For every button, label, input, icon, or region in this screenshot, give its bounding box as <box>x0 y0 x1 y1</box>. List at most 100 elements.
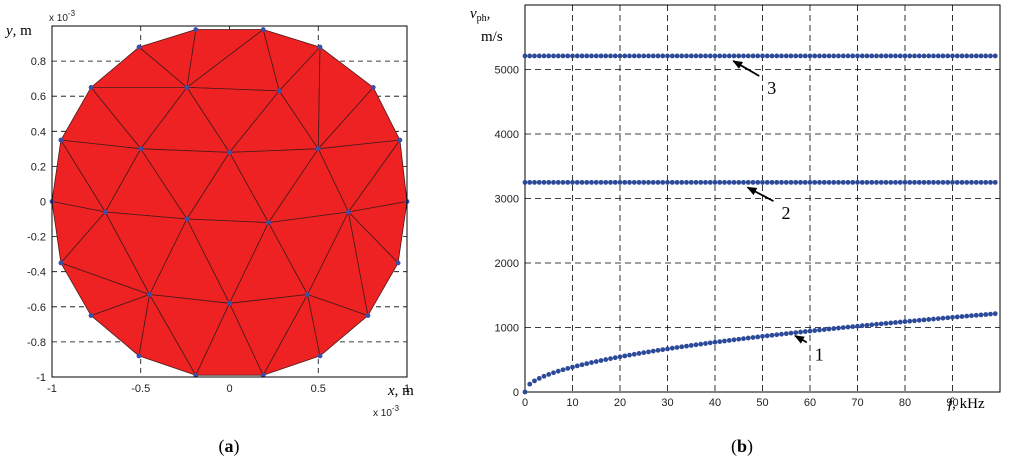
velocity-point <box>912 179 917 185</box>
velocity-point <box>660 347 666 353</box>
mesh-node <box>58 137 64 143</box>
mesh-y-tick-label: 0.6 <box>31 91 46 103</box>
velocity-point <box>893 320 898 325</box>
velocity-point <box>831 53 837 59</box>
velocity-point <box>750 335 756 340</box>
mesh-node <box>193 372 199 378</box>
velocity-point <box>959 53 965 59</box>
velocity-point <box>812 328 818 333</box>
velocity-point <box>893 53 898 59</box>
mesh-triangles <box>51 29 408 376</box>
velocity-series-mode-1 <box>522 311 998 395</box>
mesh-y-tick-label: -0.4 <box>27 267 46 279</box>
velocity-point <box>954 314 960 320</box>
velocity-point <box>646 179 651 185</box>
velocity-x-tick-label: 40 <box>709 397 721 409</box>
velocity-point <box>522 53 528 59</box>
velocity-point <box>845 53 851 59</box>
velocity-point <box>902 53 908 59</box>
velocity-point <box>693 179 699 185</box>
velocity-point <box>665 179 670 185</box>
velocity-point <box>883 320 889 326</box>
mesh-y-tick-label: -1 <box>36 372 46 384</box>
velocity-point <box>622 53 628 59</box>
velocity-point <box>988 311 993 317</box>
velocity-point <box>636 179 642 185</box>
velocity-point <box>532 378 537 384</box>
velocity-point <box>836 179 841 185</box>
velocity-point <box>589 179 594 185</box>
velocity-point <box>973 53 979 59</box>
velocity-point <box>655 53 661 59</box>
velocity-point <box>774 179 780 185</box>
velocity-point <box>536 53 542 59</box>
velocity-point <box>802 53 808 59</box>
velocity-point <box>579 362 585 368</box>
velocity-x-tick-label: 0 <box>522 397 528 409</box>
velocity-point <box>926 179 932 185</box>
velocity-point <box>660 53 666 59</box>
panel-label-a: (a) <box>219 436 240 457</box>
mesh-node <box>88 313 94 318</box>
velocity-point <box>755 53 761 59</box>
velocity-point <box>579 179 585 185</box>
velocity-point <box>631 179 637 185</box>
velocity-point <box>546 53 552 59</box>
velocity-point <box>684 179 689 185</box>
velocity-point <box>674 179 680 185</box>
velocity-point <box>703 179 708 185</box>
velocity-point <box>802 179 808 185</box>
velocity-point <box>745 179 751 185</box>
velocity-point <box>973 312 979 318</box>
velocity-point <box>983 179 989 185</box>
mode-annotations: 1 2 3 <box>732 60 824 364</box>
velocity-point <box>978 179 984 185</box>
velocity-point <box>741 179 746 185</box>
velocity-point <box>570 53 575 59</box>
velocity-point <box>650 179 656 185</box>
velocity-point <box>921 317 927 323</box>
velocity-series <box>522 53 998 395</box>
mesh-node <box>395 260 401 266</box>
velocity-point <box>541 179 547 185</box>
velocity-point <box>707 53 713 59</box>
velocity-point <box>551 53 556 59</box>
velocity-point <box>688 179 694 185</box>
velocity-point <box>940 315 946 321</box>
velocity-point <box>617 354 623 360</box>
velocity-point <box>736 179 742 185</box>
velocity-point <box>532 179 537 185</box>
velocity-point <box>883 179 889 185</box>
mesh-node <box>260 372 266 378</box>
velocity-point <box>764 53 770 59</box>
velocity-point <box>726 53 732 59</box>
velocity-point <box>584 361 590 367</box>
velocity-point <box>931 53 936 59</box>
velocity-point <box>565 53 571 59</box>
velocity-point <box>612 355 618 361</box>
velocity-point <box>589 53 594 59</box>
velocity-point <box>660 179 666 185</box>
velocity-point <box>831 179 837 185</box>
velocity-point <box>722 338 727 344</box>
velocity-point <box>665 346 670 352</box>
velocity-point <box>717 339 723 345</box>
velocity-point <box>570 364 575 370</box>
velocity-point <box>612 53 618 59</box>
velocity-point <box>817 179 822 185</box>
velocity-point <box>598 179 604 185</box>
velocity-point <box>954 53 960 59</box>
velocity-y-tick-label: 4000 <box>495 129 519 141</box>
velocity-point <box>864 322 870 328</box>
mesh-x-axis-label: x, m <box>387 383 414 399</box>
mesh-node <box>184 85 190 90</box>
velocity-point <box>684 343 689 349</box>
velocity-point <box>907 53 913 59</box>
velocity-point <box>574 179 580 185</box>
velocity-point <box>555 368 561 374</box>
velocity-point <box>707 340 713 346</box>
mode-annotation-label: 3 <box>767 78 776 98</box>
velocity-point <box>717 53 723 59</box>
velocity-x-tick-label: 60 <box>804 397 816 409</box>
velocity-point <box>546 179 552 185</box>
